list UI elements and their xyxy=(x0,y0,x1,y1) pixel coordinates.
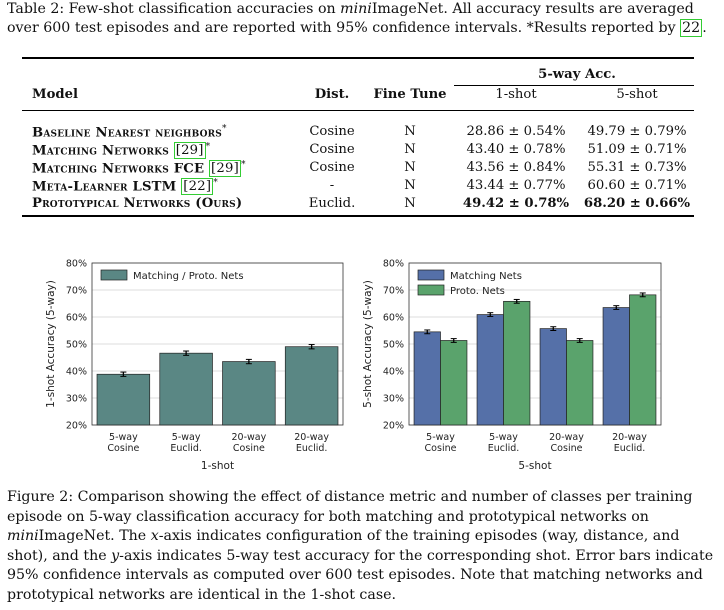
row-model: Matching Networks FCE [29] * xyxy=(32,160,246,178)
bar xyxy=(539,328,567,426)
y-tick-label: 20% xyxy=(383,421,404,432)
row-five-shot: 60.60 ± 0.71% xyxy=(587,178,687,193)
row-fine-tune: N xyxy=(404,196,416,211)
citation-link[interactable]: [29] xyxy=(209,160,241,178)
bar xyxy=(440,340,468,426)
bar xyxy=(602,307,630,426)
x-axis-label: 5-shot xyxy=(518,460,551,472)
y-tick-label: 60% xyxy=(66,313,87,324)
bar xyxy=(284,346,339,426)
row-five-shot: 68.20 ± 0.66% xyxy=(583,196,691,211)
y-tick-label: 80% xyxy=(66,259,87,270)
table-top-rule xyxy=(22,57,694,59)
x-tick-label: 20-way xyxy=(549,432,584,443)
y-tick-label: 80% xyxy=(383,259,404,270)
row-model: Meta-Learner LSTM [22] * xyxy=(32,178,218,196)
x-tick-label: 5-way xyxy=(426,432,455,443)
x-tick-label: Cosine xyxy=(107,443,139,454)
y-axis-label: 5-shot Accuracy (5-way) xyxy=(362,280,374,408)
y-tick-label: 40% xyxy=(383,367,404,378)
header-five-shot: 5-shot xyxy=(616,87,658,102)
table-caption: Table 2: Few-shot classification accurac… xyxy=(7,1,707,37)
x-tick-label: Euclid. xyxy=(614,443,646,454)
bar xyxy=(159,352,213,426)
row-fine-tune: N xyxy=(404,160,416,175)
bar xyxy=(96,373,151,426)
x-tick-label: Cosine xyxy=(551,443,583,454)
x-tick-label: Cosine xyxy=(233,443,265,454)
bar xyxy=(413,331,441,426)
y-tick-label: 20% xyxy=(66,421,87,432)
y-tick-label: 40% xyxy=(66,367,87,378)
y-tick-label: 30% xyxy=(66,394,87,405)
row-one-shot: 28.86 ± 0.54% xyxy=(466,124,566,139)
x-tick-label: 5-way xyxy=(109,432,138,443)
x-tick-label: Euclid. xyxy=(296,443,328,454)
y-tick-label: 30% xyxy=(383,394,404,405)
row-model: Prototypical Networks (Ours) xyxy=(32,196,243,211)
x-tick-label: 20-way xyxy=(294,432,329,443)
legend-swatch xyxy=(100,269,128,281)
x-axis-label: 1-shot xyxy=(201,460,234,472)
legend-swatch xyxy=(417,284,445,296)
y-tick-label: 50% xyxy=(66,340,87,351)
row-dist: Euclid. xyxy=(308,196,356,211)
x-tick-label: 5-way xyxy=(489,432,518,443)
group-header: 5-way Acc. xyxy=(538,67,616,82)
row-five-shot: 49.79 ± 0.79% xyxy=(587,124,687,139)
row-fine-tune: N xyxy=(404,178,416,193)
citation-link[interactable]: 22 xyxy=(680,19,703,37)
legend-label: Proto. Nets xyxy=(450,286,505,297)
y-tick-label: 50% xyxy=(383,340,404,351)
bar xyxy=(476,314,504,426)
plot-frame xyxy=(91,262,344,426)
row-one-shot: 43.40 ± 0.78% xyxy=(466,142,566,157)
x-tick-label: 5-way xyxy=(172,432,201,443)
citation-link[interactable]: [22] xyxy=(181,178,214,196)
legend-label: Matching Nets xyxy=(450,271,522,282)
row-one-shot: 43.56 ± 0.84% xyxy=(466,160,566,175)
group-header-rule xyxy=(454,85,694,86)
y-tick-label: 60% xyxy=(383,313,404,324)
row-fine-tune: N xyxy=(404,142,416,157)
row-dist: - xyxy=(329,178,335,193)
bar xyxy=(566,340,594,426)
table-header-rule xyxy=(22,110,694,111)
row-model: Matching Networks [29] * xyxy=(32,142,211,160)
y-tick-label: 70% xyxy=(66,286,87,297)
row-one-shot: 49.42 ± 0.78% xyxy=(462,196,570,211)
row-dist: Cosine xyxy=(309,160,355,175)
y-axis-label: 1-shot Accuracy (5-way) xyxy=(45,280,57,408)
x-tick-label: Euclid. xyxy=(488,443,520,454)
row-one-shot: 43.44 ± 0.77% xyxy=(466,178,566,193)
row-model: Baseline Nearest neighbors* xyxy=(32,124,227,141)
figure-caption: Figure 2: Comparison showing the effect … xyxy=(7,489,714,603)
y-tick-label: 70% xyxy=(383,286,404,297)
figure-charts: 20%30%40%50%60%70%80%5-wayCosine5-wayEuc… xyxy=(45,259,662,472)
row-five-shot: 55.31 ± 0.73% xyxy=(587,160,687,175)
x-tick-label: 20-way xyxy=(612,432,647,443)
row-fine-tune: N xyxy=(404,124,416,139)
bar xyxy=(222,361,276,426)
legend-swatch xyxy=(417,269,445,281)
legend-label: Matching / Proto. Nets xyxy=(133,271,244,282)
header-dist: Dist. xyxy=(314,87,350,102)
row-five-shot: 51.09 ± 0.71% xyxy=(587,142,687,157)
row-dist: Cosine xyxy=(309,142,355,157)
x-tick-label: Cosine xyxy=(425,443,457,454)
citation-link[interactable]: [29] xyxy=(173,142,206,160)
header-model: Model xyxy=(32,87,79,102)
bar xyxy=(503,300,531,426)
x-tick-label: Euclid. xyxy=(170,443,202,454)
header-fine-tune: Fine Tune xyxy=(373,87,447,102)
bar xyxy=(629,294,657,426)
row-dist: Cosine xyxy=(309,124,355,139)
x-tick-label: 20-way xyxy=(232,432,267,443)
table-bottom-rule xyxy=(22,215,694,217)
header-one-shot: 1-shot xyxy=(495,87,537,102)
plot-frame xyxy=(408,262,662,426)
